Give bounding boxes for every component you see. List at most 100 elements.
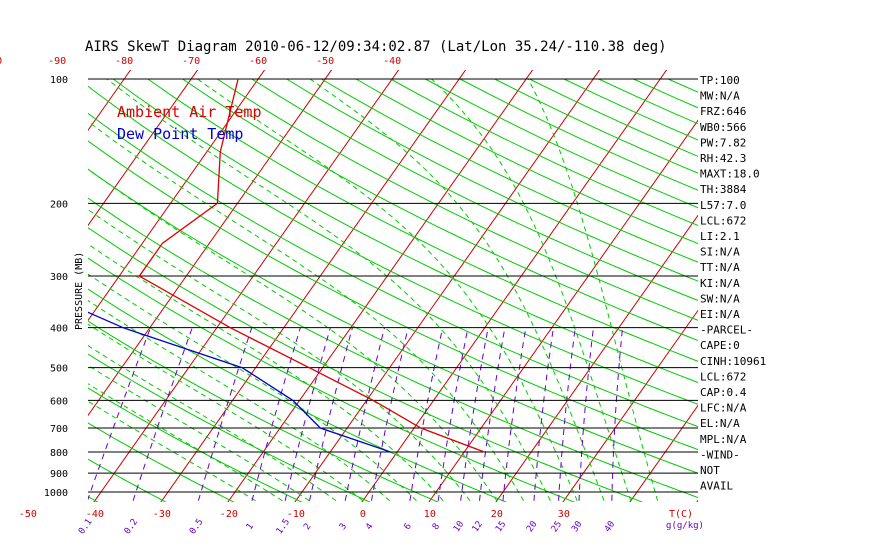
- mixing-ratio-unit-label: g(g/kg): [666, 521, 704, 531]
- dry-adiabat-line: [667, 78, 698, 93]
- pressure-tick-label: 500: [50, 364, 68, 375]
- isotherm-line: [88, 70, 199, 227]
- y-axis-label: PRESSURE (MB): [74, 252, 85, 330]
- top-temp-tick-label: -100: [0, 56, 2, 67]
- dry-adiabat-line: [321, 78, 698, 263]
- mixing-ratio-line: [309, 327, 353, 501]
- mixing-ratio-line: [460, 327, 489, 501]
- dry-adiabat-line: [737, 79, 870, 509]
- mixing-ratio-line: [371, 327, 409, 501]
- index-item: TH:3884: [700, 183, 747, 196]
- moist-adiabat-line: [88, 364, 310, 502]
- index-item: LCL:672: [700, 214, 746, 227]
- dry-adiabat-line: [88, 197, 698, 499]
- bottom-temp-tick-label: 10: [424, 509, 436, 520]
- dry-adiabat-line: [88, 85, 698, 405]
- mixing-ratio-tick-label: 4: [364, 522, 375, 532]
- pressure-tick-label: 800: [50, 448, 68, 459]
- legend-dew-point: Dew Point Temp: [117, 125, 243, 143]
- mixing-ratio-tick-label: 8: [431, 522, 442, 532]
- legend-air-temp: Ambient Air Temp: [117, 103, 262, 121]
- index-item: AVAIL: [700, 480, 733, 493]
- index-item: PW:7.82: [700, 136, 746, 149]
- bottom-temp-tick-labels: -50 -40 -30 -20 -10 0 10 20 30 T(C): [19, 509, 693, 520]
- mixing-ratio-line: [197, 327, 253, 501]
- mixing-ratio-tick-label: 12: [471, 520, 485, 535]
- mixing-ratio-tick-label: 20: [525, 520, 539, 535]
- isotherm-line: [562, 309, 698, 502]
- dry-adiabat-line: [88, 227, 644, 502]
- isotherm-line: [361, 70, 668, 502]
- mixing-ratio-line: [502, 327, 527, 501]
- bottom-temp-tick-label: -50: [19, 509, 37, 520]
- dry-adiabat-line: [216, 78, 698, 321]
- mixing-ratio-line: [88, 327, 151, 501]
- series-line: [138, 78, 485, 453]
- moist-adiabat-line: [309, 78, 605, 501]
- mixing-ratio-line: [409, 327, 444, 501]
- mixing-ratio-tick-label: 25: [550, 520, 564, 535]
- mixing-ratio-line: [437, 327, 469, 501]
- mixing-ratio-tick-label: 30: [570, 520, 584, 535]
- top-temp-tick-label: -80: [115, 56, 133, 67]
- mixing-ratio-tick-label: 2: [302, 522, 313, 532]
- mixing-ratio-tick-labels: 0.1 0.2 0.5 1 1.5 2 3 4 6 8 10 12 15 20 25 30 40 g(g/kg): [77, 517, 704, 536]
- top-temp-tick-label: -40: [383, 56, 401, 67]
- index-item: CINH:10961: [700, 355, 766, 368]
- index-item: MAXT:18.0: [700, 168, 760, 181]
- dry-adiabat-line: [88, 458, 167, 502]
- bottom-temp-tick-label: 30: [558, 509, 570, 520]
- moist-adiabat-line: [197, 78, 578, 501]
- isotherm-line: [88, 70, 333, 417]
- index-item: LI:2.1: [700, 230, 740, 243]
- dry-adiabat-line: [251, 78, 698, 302]
- moist-adiabat-line: [88, 168, 498, 502]
- mixing-ratio-line: [251, 327, 301, 501]
- isotherm-line: [0, 70, 64, 509]
- index-item: CAPE:0: [700, 339, 740, 352]
- index-item: NOT: [700, 464, 720, 477]
- bottom-temp-unit-label: T(C): [669, 509, 693, 520]
- bottom-temp-tick-label: -10: [287, 509, 305, 520]
- dry-adiabat-line: [88, 496, 99, 502]
- bottom-temp-tick-label: -40: [86, 509, 104, 520]
- top-temp-tick-label: -70: [182, 56, 200, 67]
- isotherm-line: [428, 119, 698, 502]
- dry-adiabat-line: [286, 78, 698, 282]
- index-item: L57:7.0: [700, 199, 746, 212]
- isotherm-line: [495, 214, 698, 502]
- dry-adiabat-line: [88, 320, 440, 502]
- dry-adiabat-line: [88, 257, 576, 502]
- mixing-ratio-line: [558, 327, 576, 501]
- isobar-lines: [88, 78, 698, 493]
- pressure-tick-label: 100: [50, 75, 68, 86]
- index-item: CAP:0.4: [700, 386, 747, 399]
- mixing-ratio-line: [344, 327, 385, 501]
- isotherm-line: [759, 70, 870, 509]
- dry-adiabat-line: [772, 79, 870, 509]
- isotherm-line: [294, 70, 601, 502]
- mixing-ratio-tick-label: 1: [245, 522, 256, 532]
- index-item: LFC:N/A: [700, 402, 747, 415]
- moist-adiabat-line: [431, 78, 632, 501]
- index-item: MPL:N/A: [700, 433, 747, 446]
- moist-adiabat-line: [88, 400, 256, 502]
- mixing-ratio-tick-label: 0.5: [188, 517, 206, 536]
- index-item: TT:N/A: [700, 261, 740, 274]
- pressure-tick-label: 700: [50, 424, 68, 435]
- mixing-ratio-line: [533, 327, 554, 501]
- sounding-series: [88, 78, 485, 453]
- bottom-temp-tick-label: -20: [220, 509, 238, 520]
- pressure-tick-label: 300: [50, 272, 68, 283]
- mixing-ratio-line: [611, 327, 623, 501]
- mixing-ratio-tick-label: 15: [494, 520, 508, 535]
- moist-adiabat-line: [88, 120, 525, 502]
- index-item: -WIND-: [700, 448, 740, 461]
- index-item: KI:N/A: [700, 277, 740, 290]
- top-temp-tick-label: -90: [48, 56, 66, 67]
- dry-adiabat-line: [0, 79, 42, 509]
- mixing-ratio-tick-label: 10: [452, 520, 466, 535]
- bottom-temp-tick-label: -30: [153, 509, 171, 520]
- dry-adiabat-line: [355, 78, 698, 245]
